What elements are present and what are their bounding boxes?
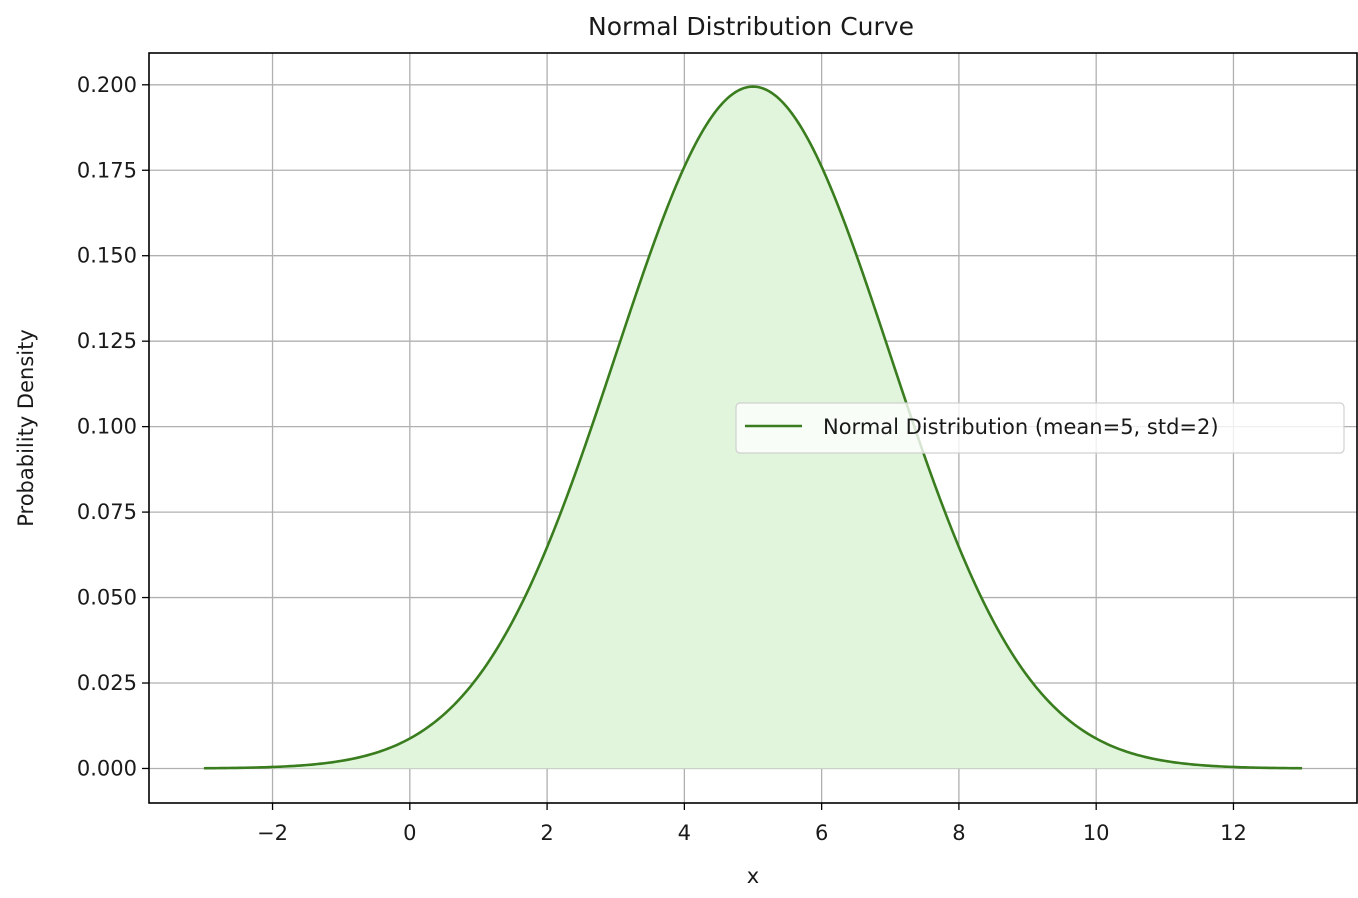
y-tick-label: 0.175 xyxy=(77,158,137,182)
y-tick-label: 0.025 xyxy=(77,671,137,695)
y-axis-label: Probability Density xyxy=(14,329,38,527)
y-tick-label: 0.200 xyxy=(77,73,137,97)
x-tick-label: 8 xyxy=(952,821,965,845)
x-tick-label: 0 xyxy=(403,821,416,845)
x-tick-label: −2 xyxy=(257,821,288,845)
x-tick-label: 12 xyxy=(1220,821,1247,845)
axes-frame xyxy=(148,52,1358,804)
y-tick-label: 0.150 xyxy=(77,244,137,268)
x-tick-label: 6 xyxy=(815,821,828,845)
y-tick-label: 0.000 xyxy=(77,756,137,780)
x-tick-label: 10 xyxy=(1083,821,1110,845)
y-tick-label: 0.075 xyxy=(77,500,137,524)
y-axis-ticks: 0.000 0.025 0.050 0.075 0.100 0.125 0.150 0.175… xyxy=(77,73,149,780)
chart-title: Normal Distribution Curve xyxy=(588,12,914,41)
x-axis-ticks: −2 0 2 4 6 8 10 12 xyxy=(257,803,1247,845)
y-tick-label: 0.125 xyxy=(77,329,137,353)
legend-entry-label: Normal Distribution (mean=5, std=2) xyxy=(823,415,1219,439)
x-axis-label: x xyxy=(747,864,759,888)
distribution-curve xyxy=(203,85,1303,770)
legend: Normal Distribution (mean=5, std=2) xyxy=(735,402,1345,454)
legend-box xyxy=(735,402,1345,454)
x-tick-label: 4 xyxy=(678,821,691,845)
y-tick-label: 0.100 xyxy=(77,415,137,439)
x-tick-label: 2 xyxy=(540,821,553,845)
y-tick-label: 0.050 xyxy=(77,586,137,610)
